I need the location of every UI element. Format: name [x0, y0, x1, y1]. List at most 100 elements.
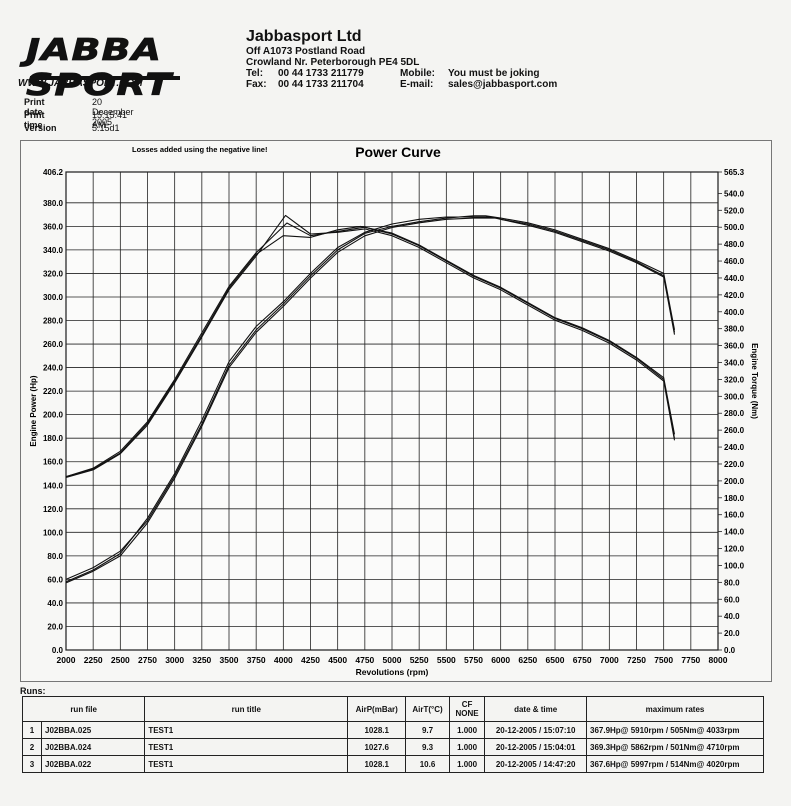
x-tick-label: 2250	[84, 655, 103, 665]
torque-curve-3	[65, 214, 676, 479]
address-line-1: Off A1073 Postland Road	[246, 46, 366, 57]
y-left-tick-label: 380.0	[43, 199, 64, 208]
col-airt: AirT(°C)	[405, 696, 450, 722]
y-right-tick-label: 380.0	[724, 325, 745, 334]
y-left-tick-label: 200.0	[43, 411, 64, 420]
y-right-tick-label: 20.0	[724, 629, 740, 638]
y-left-tick-label: 80.0	[47, 552, 63, 561]
y-left-tick-label: 260.0	[43, 340, 64, 349]
x-tick-label: 5500	[437, 655, 456, 665]
y-right-tick-label: 180.0	[724, 494, 745, 503]
x-tick-label: 7000	[600, 655, 619, 665]
y-right-tick-label: 500.0	[724, 223, 745, 232]
run-file: J02BBA.022	[40, 755, 146, 773]
y-right-tick-label: 540.0	[724, 189, 745, 198]
table-row: 2 J02BBA.024 TEST1 1027.6 9.3 1.000 20-12-2005…	[22, 738, 764, 756]
tel-label: Tel:	[246, 68, 264, 79]
y-right-tick-label: 0.0	[724, 646, 736, 655]
y-right-tick-label: 240.0	[724, 443, 745, 452]
y-right-tick-label: 280.0	[724, 409, 745, 418]
y-right-tick-label: 420.0	[724, 291, 745, 300]
y-left-tick-label: 140.0	[43, 481, 64, 490]
run-number: 2	[22, 738, 42, 756]
logo-underline	[30, 76, 180, 80]
company-block: Jabbasport Ltd Off A1073 Postland Road C…	[246, 28, 419, 68]
tel-value: 00 44 1733 211779	[278, 68, 364, 79]
y-right-tick-label: 360.0	[724, 342, 745, 351]
run-title: TEST1	[144, 755, 349, 773]
airt: 9.7	[405, 721, 450, 739]
cf: 1.000	[448, 721, 486, 739]
col-run-title: run title	[144, 696, 349, 722]
chart-note: Losses added using the negative line!	[132, 145, 267, 154]
max-rates: 367.9Hp@ 5910rpm / 505Nm@ 4033rpm	[586, 721, 764, 739]
power-curve-chart: 2000 2250 2500 2750 3000 3250 3500 3750 4000 4250…	[29, 144, 759, 677]
y-right-tick-label: 565.3	[724, 168, 745, 177]
runs-label: Runs:	[20, 686, 46, 696]
runs-table: run file run title AirP(mBar) AirT(°C) C…	[21, 696, 764, 773]
y-right-tick-label: 60.0	[724, 595, 740, 604]
y-left-tick-label: 240.0	[43, 364, 64, 373]
x-tick-label: 5000	[383, 655, 402, 665]
run-file: J02BBA.024	[40, 738, 146, 756]
table-row: 1 J02BBA.025 TEST1 1028.1 9.7 1.000 20-12-2005…	[22, 721, 764, 739]
x-tick-label: 2000	[57, 655, 76, 665]
mobile-label: Mobile:	[400, 68, 435, 79]
version-label: Version	[24, 123, 57, 133]
print-date-label: Print date	[24, 97, 45, 117]
col-airp: AirP(mBar)	[347, 696, 407, 722]
run-title: TEST1	[144, 721, 349, 739]
y-left-tick-label: 100.0	[43, 528, 64, 537]
x-tick-label: 6250	[518, 655, 537, 665]
x-tick-label: 3000	[165, 655, 184, 665]
x-tick-label: 4750	[355, 655, 374, 665]
col-cf-sub: NONE	[455, 709, 479, 718]
date-time: 20-12-2005 / 15:04:01	[484, 738, 587, 756]
airp: 1028.1	[347, 721, 407, 739]
y-right-tick-label: 320.0	[724, 375, 745, 384]
email-value: sales@jabbasport.com	[448, 79, 558, 90]
mobile-value: You must be joking	[448, 68, 540, 79]
cf: 1.000	[448, 755, 486, 773]
version: 5.15d1	[92, 123, 120, 133]
col-cf: CF NONE	[448, 696, 486, 722]
x-tick-label: 4000	[274, 655, 293, 665]
y-right-tick-label: 120.0	[724, 545, 745, 554]
y-right-tick-label: 480.0	[724, 240, 745, 249]
x-tick-label: 6000	[491, 655, 510, 665]
x-axis-label: Revolutions (rpm)	[356, 667, 429, 677]
x-tick-label: 5750	[464, 655, 483, 665]
print-date: 20 December 2005	[92, 97, 134, 127]
run-number: 1	[22, 721, 42, 739]
power-curve-2	[65, 215, 676, 580]
max-rates: 369.3Hp@ 5862rpm / 501Nm@ 4710rpm	[586, 738, 764, 756]
torque-curve-2	[65, 225, 676, 478]
y-right-tick-label: 100.0	[724, 561, 745, 570]
power-curve-3	[65, 217, 676, 584]
fax-label: Fax:	[246, 79, 267, 90]
x-tick-label: 6500	[546, 655, 565, 665]
x-tick-label: 8000	[709, 655, 728, 665]
y-right-tick-label: 400.0	[724, 308, 745, 317]
y-left-tick-label: 60.0	[47, 575, 63, 584]
x-tick-label: 3750	[247, 655, 266, 665]
run-number: 3	[22, 755, 42, 773]
x-tick-label: 2750	[138, 655, 157, 665]
x-tick-label: 4250	[301, 655, 320, 665]
max-rates: 367.6Hp@ 5997rpm / 514Nm@ 4020rpm	[586, 755, 764, 773]
x-tick-label: 2500	[111, 655, 130, 665]
print-time: 15:15:41 AM	[92, 110, 128, 130]
y-right-axis-label: Engine Torque (Nm)	[750, 343, 759, 419]
y-left-tick-label: 320.0	[43, 269, 64, 278]
airp: 1028.1	[347, 755, 407, 773]
y-left-tick-label: 300.0	[43, 293, 64, 302]
y-right-tick-label: 300.0	[724, 392, 745, 401]
y-right-tick-label: 260.0	[724, 426, 745, 435]
y-right-tick-label: 80.0	[724, 578, 740, 587]
airt: 10.6	[405, 755, 450, 773]
run-title: TEST1	[144, 738, 349, 756]
airt: 9.3	[405, 738, 450, 756]
y-right-tick-label: 460.0	[724, 257, 745, 266]
fax-value: 00 44 1733 211704	[278, 79, 364, 90]
